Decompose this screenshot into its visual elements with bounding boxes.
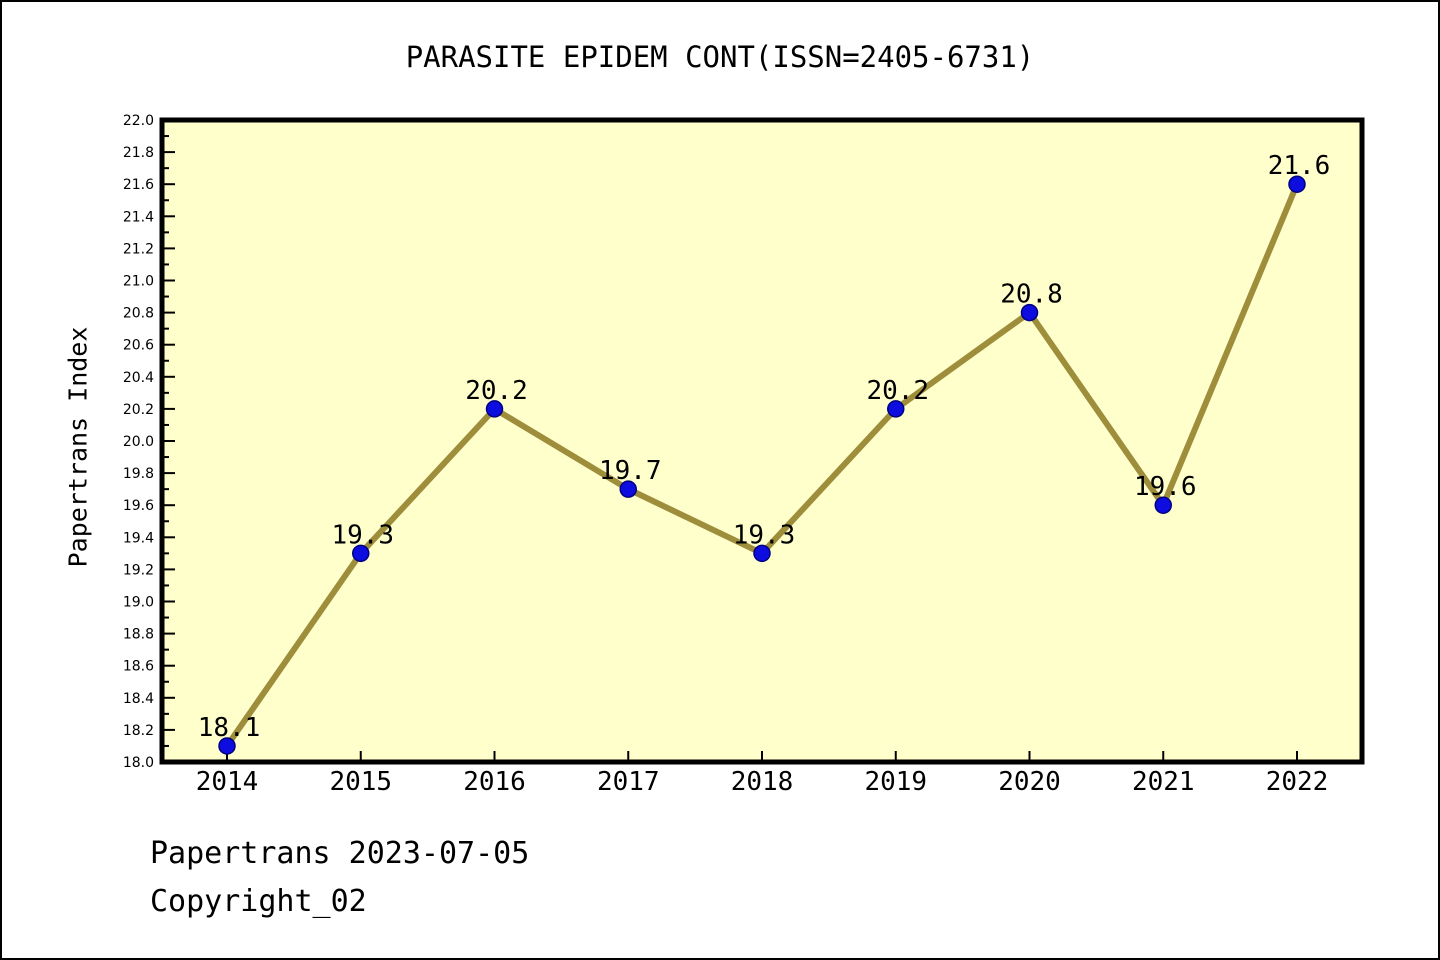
y-tick-label: 20.0 — [123, 434, 154, 450]
data-point — [485, 400, 504, 418]
x-tick-label: 2015 — [329, 767, 392, 797]
footer-attribution: Papertrans 2023-07-05 — [150, 836, 530, 871]
y-tick-label: 21.2 — [123, 241, 154, 257]
y-tick-label: 19.2 — [123, 562, 154, 578]
y-tick-label: 22.0 — [123, 113, 154, 129]
data-point-label: 21.6 — [1268, 151, 1331, 181]
y-tick-label: 18.8 — [123, 627, 154, 643]
data-point-label: 20.2 — [465, 376, 528, 406]
y-tick-label: 21.0 — [123, 274, 154, 290]
x-tick-label: 2017 — [597, 767, 660, 797]
y-tick-label: 18.4 — [123, 691, 154, 707]
x-tick-label: 2020 — [998, 767, 1061, 797]
x-tick-label: 2021 — [1132, 767, 1195, 797]
y-tick-label: 18.0 — [123, 755, 154, 771]
x-tick-label: 2019 — [864, 767, 927, 797]
plot-area-background — [159, 117, 1365, 765]
y-tick-label: 19.0 — [123, 595, 154, 611]
data-point-label: 19.3 — [331, 520, 394, 550]
x-tick-label: 2022 — [1266, 767, 1329, 797]
y-tick-label: 18.2 — [123, 723, 154, 739]
data-point — [887, 400, 905, 418]
y-tick-label: 21.4 — [123, 209, 154, 225]
y-tick-label: 20.2 — [123, 402, 154, 418]
y-tick-label: 19.8 — [123, 466, 154, 482]
data-point-label: 19.7 — [599, 456, 662, 486]
y-axis-title: Papertrans Index — [63, 326, 93, 568]
footer-copyright: Copyright_02 — [150, 884, 367, 919]
data-point — [1020, 303, 1039, 322]
x-tick-label: 2018 — [731, 767, 794, 797]
data-point — [619, 480, 637, 498]
data-point — [218, 737, 236, 755]
y-tick-label: 21.6 — [123, 177, 154, 193]
data-point — [753, 544, 771, 563]
y-tick-label: 20.8 — [123, 306, 154, 322]
data-point-label: 19.6 — [1134, 472, 1197, 502]
data-point-label: 20.8 — [1000, 280, 1063, 310]
data-point-label: 18.1 — [198, 713, 261, 743]
y-tick-label: 19.6 — [123, 498, 154, 514]
data-point-label: 19.3 — [733, 520, 796, 550]
y-tick-label: 18.6 — [123, 659, 154, 675]
y-tick-label: 21.8 — [123, 145, 154, 161]
y-tick-label: 20.6 — [123, 338, 154, 354]
chart-title: PARASITE EPIDEM CONT(ISSN=2405-6731) — [405, 40, 1035, 74]
data-point — [1154, 496, 1172, 514]
data-point — [1288, 175, 1306, 193]
data-point — [352, 544, 370, 563]
y-tick-label: 20.4 — [123, 370, 154, 386]
data-point-label: 20.2 — [866, 376, 929, 406]
x-tick-label: 2014 — [196, 767, 259, 797]
y-tick-label: 19.4 — [123, 530, 154, 546]
x-tick-label: 2016 — [463, 767, 526, 797]
